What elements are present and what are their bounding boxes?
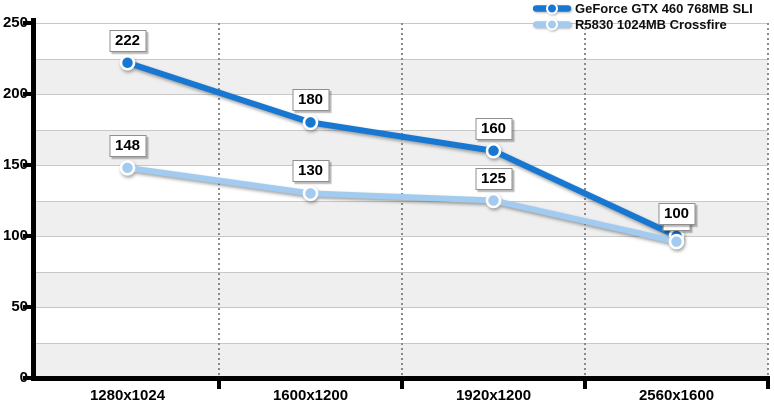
- legend-marker-dot: [546, 2, 558, 15]
- series-line: [124, 164, 680, 245]
- series-line: [124, 59, 680, 239]
- series-line-group-1: [119, 160, 685, 250]
- series-line-group-0: [119, 55, 685, 244]
- legend: GeForce GTX 460 768MB SLI R5830 1024MB Cr…: [533, 1, 753, 33]
- data-point-marker: [485, 143, 502, 159]
- data-point-marker: [668, 233, 685, 250]
- legend-label: R5830 1024MB Crossfire: [575, 17, 727, 32]
- legend-line-marker-icon: [533, 2, 571, 15]
- data-point-marker: [302, 114, 319, 131]
- legend-item: GeForce GTX 460 768MB SLI: [533, 1, 753, 16]
- legend-line-marker-icon: [533, 18, 571, 31]
- data-point-marker: [119, 55, 136, 71]
- legend-item: R5830 1024MB Crossfire: [533, 17, 753, 32]
- legend-marker-dot: [546, 18, 558, 31]
- legend-label: GeForce GTX 460 768MB SLI: [575, 1, 753, 16]
- data-point-marker: [302, 185, 319, 202]
- data-point-marker: [485, 192, 502, 209]
- data-point-marker: [119, 160, 136, 176]
